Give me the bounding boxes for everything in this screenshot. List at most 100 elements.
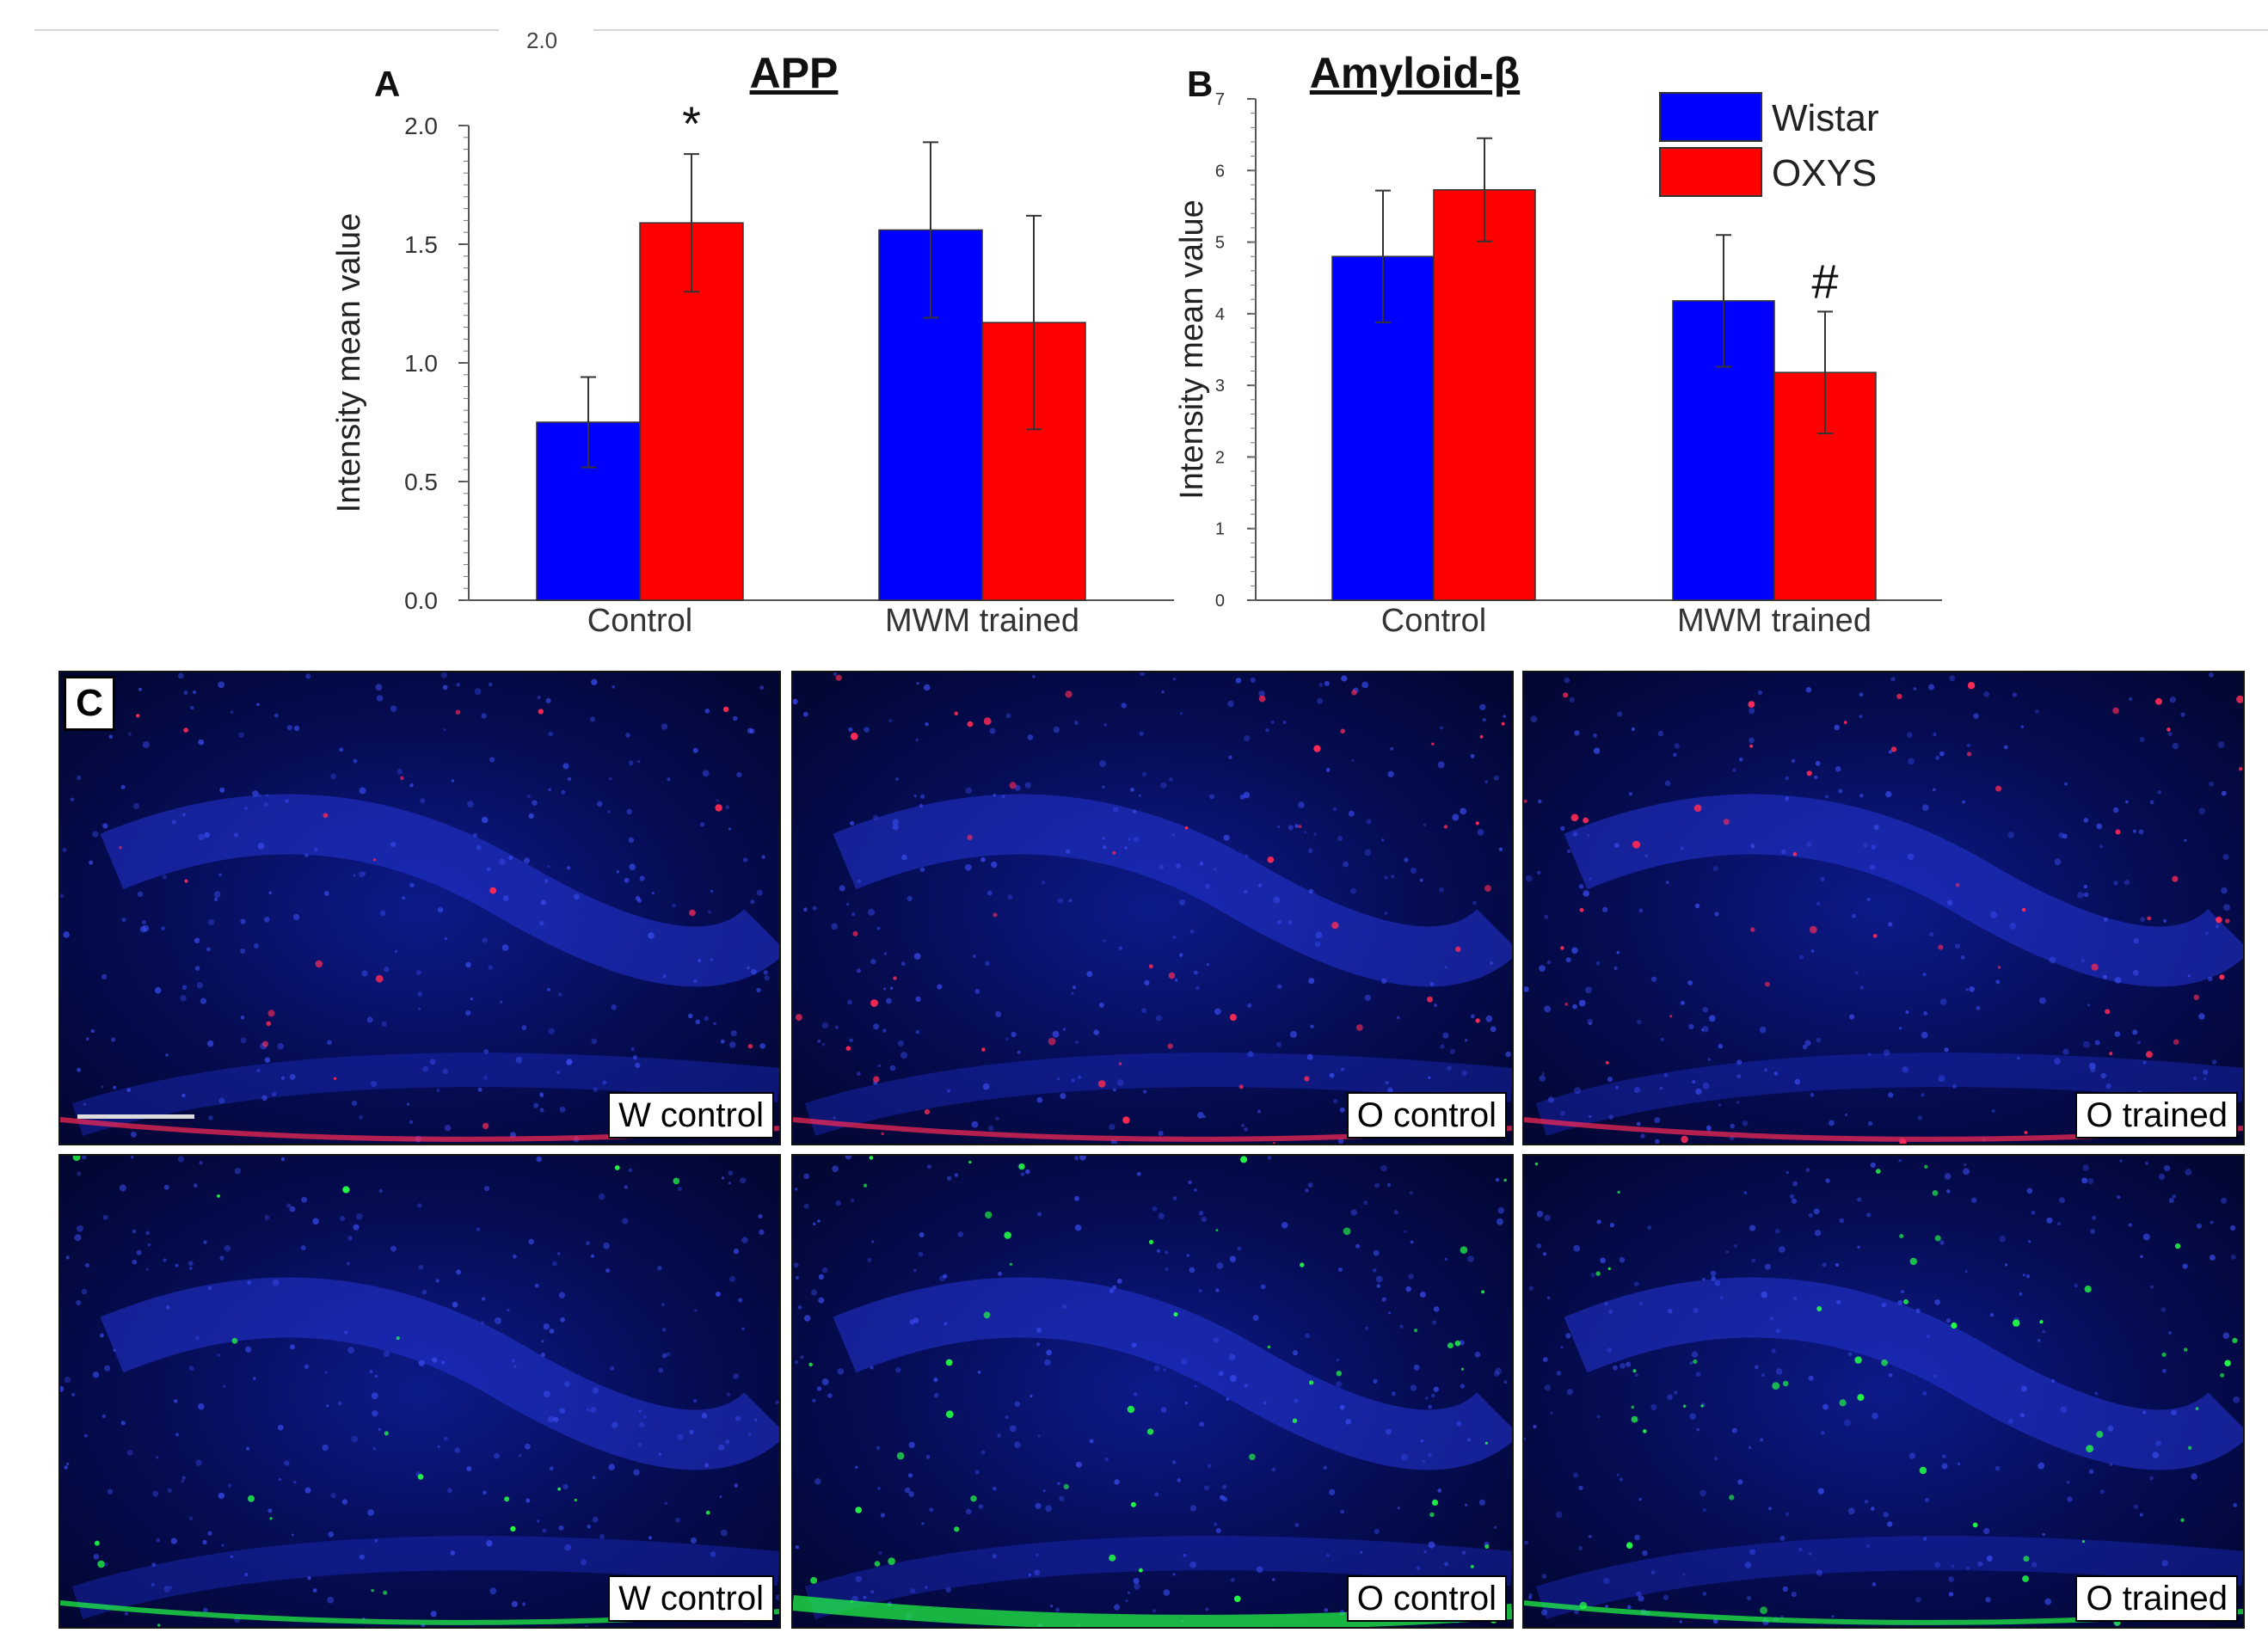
texture-mark <box>2140 1255 2143 1259</box>
texture-mark <box>2107 1425 2114 1432</box>
texture-mark <box>1194 970 1198 975</box>
texture-mark <box>1663 1072 1669 1077</box>
texture-mark <box>983 1311 991 1319</box>
texture-mark <box>813 1222 816 1225</box>
texture-mark <box>559 1408 566 1414</box>
texture-mark <box>1870 1162 1876 1168</box>
texture-mark <box>943 1322 948 1325</box>
texture-mark <box>598 1193 605 1200</box>
texture-mark <box>643 1415 647 1419</box>
x-category-label: Control <box>587 603 693 639</box>
texture-mark <box>1102 837 1105 840</box>
texture-mark <box>919 794 925 799</box>
y-tick-label: 0 <box>1215 592 1225 611</box>
texture-mark <box>1148 964 1153 969</box>
texture-mark <box>2128 1223 2132 1227</box>
texture-mark <box>2161 1368 2167 1373</box>
texture-mark <box>1479 703 1486 711</box>
texture-mark <box>1814 775 1818 780</box>
texture-mark <box>1887 1521 1893 1527</box>
texture-mark <box>521 1025 527 1031</box>
texture-mark <box>100 1333 104 1338</box>
y-tick-label: 2.0 <box>404 113 438 139</box>
texture-mark <box>1294 1398 1299 1403</box>
texture-mark <box>869 1156 874 1160</box>
texture-mark <box>1847 1507 1855 1515</box>
texture-mark <box>200 997 207 1004</box>
texture-mark <box>693 1399 698 1403</box>
texture-mark <box>977 1370 981 1374</box>
texture-mark <box>997 1433 1001 1438</box>
texture-mark <box>1888 1372 1893 1378</box>
texture-mark <box>2062 1048 2069 1055</box>
texture-mark <box>2145 1162 2148 1165</box>
texture-mark <box>1922 1390 1927 1396</box>
texture-mark <box>1163 1589 1171 1596</box>
texture-mark <box>100 1277 779 1470</box>
texture-mark <box>323 891 329 896</box>
legend-label: OXYS <box>1772 152 1877 194</box>
texture-mark <box>1595 1271 1601 1276</box>
texture-mark <box>1854 1356 1862 1364</box>
texture-mark <box>447 1488 452 1494</box>
texture-mark <box>1244 1384 1248 1388</box>
texture-mark <box>1605 1061 1609 1065</box>
texture-mark <box>1258 695 1266 703</box>
texture-mark <box>1243 791 1251 799</box>
texture-mark <box>915 996 921 1002</box>
texture-mark <box>1702 1592 1707 1596</box>
texture-mark <box>1447 1065 1452 1071</box>
texture-mark <box>1103 845 1107 850</box>
legend-swatch <box>1659 92 1762 142</box>
texture-mark <box>1153 1365 1160 1372</box>
texture-mark <box>1216 1262 1224 1269</box>
texture-mark <box>2100 1072 2106 1078</box>
texture-mark <box>1460 807 1467 815</box>
texture-mark <box>537 1519 540 1523</box>
texture-mark <box>1565 1333 1571 1339</box>
texture-mark <box>1498 847 1503 851</box>
texture-mark <box>372 1446 377 1451</box>
texture-mark <box>540 899 546 905</box>
texture-mark <box>258 794 261 797</box>
texture-mark <box>1626 1605 1632 1610</box>
y-tick-label: 7 <box>1215 90 1225 109</box>
texture-mark <box>1179 712 1183 715</box>
texture-mark <box>521 1602 526 1606</box>
texture-mark <box>1613 1365 1618 1371</box>
texture-mark <box>1475 821 1479 826</box>
texture-mark <box>1229 1374 1237 1382</box>
texture-mark <box>1564 1277 2243 1470</box>
texture-mark <box>1258 691 1265 697</box>
texture-mark <box>812 905 817 911</box>
texture-mark <box>1388 1311 1391 1315</box>
texture-mark <box>1991 1109 1995 1114</box>
texture-mark <box>1282 721 1287 724</box>
texture-mark <box>1748 1446 1752 1450</box>
texture-mark <box>1078 1075 1082 1079</box>
texture-mark <box>1292 1418 1298 1423</box>
texture-mark <box>893 976 897 980</box>
texture-mark <box>1578 1545 1583 1551</box>
texture-mark <box>1168 972 1176 979</box>
texture-mark <box>833 1277 1512 1470</box>
texture-mark <box>736 771 742 777</box>
texture-mark <box>138 687 142 691</box>
texture-mark <box>1990 911 1998 918</box>
texture-mark <box>2087 1004 2090 1007</box>
texture-mark <box>1189 1267 1195 1274</box>
texture-mark <box>758 1214 763 1219</box>
texture-mark <box>2184 838 2187 842</box>
texture-mark <box>1941 1454 1946 1458</box>
texture-mark <box>77 1171 82 1176</box>
texture-mark <box>1923 1537 1927 1541</box>
texture-mark <box>206 947 211 952</box>
texture-mark <box>622 1218 629 1225</box>
texture-mark <box>1490 1026 1497 1033</box>
texture-mark <box>1560 1346 1564 1349</box>
texture-mark <box>76 1300 82 1305</box>
texture-mark <box>139 925 147 933</box>
texture-mark <box>154 986 162 994</box>
texture-mark <box>1985 1597 1991 1603</box>
texture-mark <box>293 913 300 920</box>
